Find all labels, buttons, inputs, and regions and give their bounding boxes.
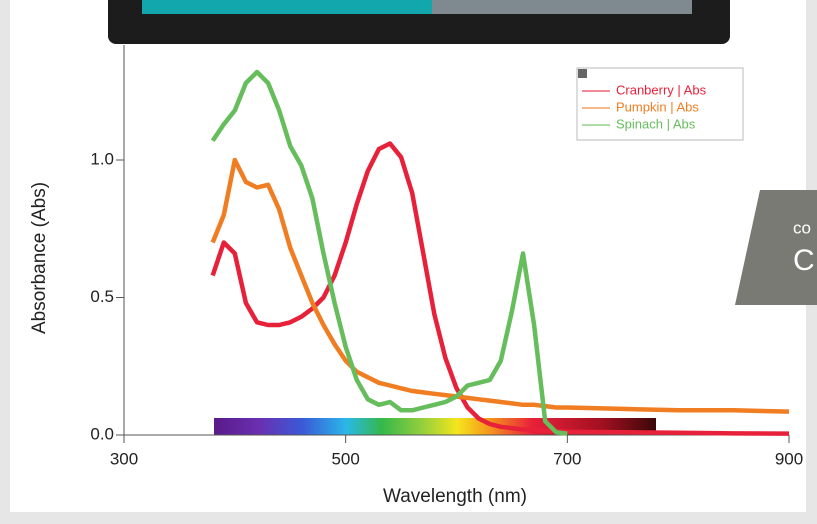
y-tick-label: 0.5: [90, 287, 114, 306]
series-line: [210, 69, 568, 436]
y-tick-label: 1.0: [90, 149, 114, 168]
y-axis-label: Absorbance (Abs): [29, 182, 50, 334]
side-box: co C: [735, 190, 817, 305]
y-tick-label: 0.0: [90, 424, 114, 443]
x-axis-label: Wavelength (nm): [383, 486, 527, 507]
legend-label: Cranberry | Abs: [616, 82, 707, 97]
legend: [576, 67, 744, 141]
side-text: C: [793, 244, 815, 277]
x-tick-label: 700: [553, 449, 581, 468]
legend-label: Spinach | Abs: [616, 116, 696, 131]
device: [108, 0, 730, 44]
x-tick-label: 300: [110, 449, 138, 468]
legend-label: Pumpkin | Abs: [616, 99, 699, 114]
x-tick-label: 500: [331, 449, 359, 468]
series-line: [210, 141, 790, 436]
side-text: co: [793, 218, 811, 237]
x-tick-label: 900: [775, 449, 803, 468]
